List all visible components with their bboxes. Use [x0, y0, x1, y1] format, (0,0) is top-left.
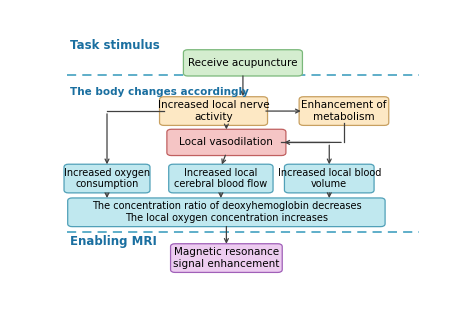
Text: Enabling MRI: Enabling MRI — [70, 235, 157, 248]
Text: Increased local
cerebral blood flow: Increased local cerebral blood flow — [174, 168, 267, 189]
Text: Receive acupuncture: Receive acupuncture — [188, 58, 298, 68]
FancyBboxPatch shape — [284, 164, 374, 193]
Text: Enhancement of
metabolism: Enhancement of metabolism — [301, 100, 387, 122]
FancyBboxPatch shape — [160, 97, 267, 126]
FancyBboxPatch shape — [167, 129, 286, 156]
Text: Increased local blood
volume: Increased local blood volume — [278, 168, 381, 189]
FancyBboxPatch shape — [171, 244, 282, 272]
Text: Increased local nerve
activity: Increased local nerve activity — [158, 100, 269, 122]
Text: Local vasodilation: Local vasodilation — [180, 137, 273, 147]
Text: Increased oxygen
consumption: Increased oxygen consumption — [64, 168, 150, 189]
FancyBboxPatch shape — [64, 164, 150, 193]
FancyBboxPatch shape — [299, 97, 389, 126]
Text: The concentration ratio of deoxyhemoglobin decreases
The local oxygen concentrat: The concentration ratio of deoxyhemoglob… — [91, 202, 361, 223]
Text: The body changes accordingly: The body changes accordingly — [70, 87, 249, 97]
FancyBboxPatch shape — [169, 164, 273, 193]
Text: Task stimulus: Task stimulus — [70, 39, 160, 53]
FancyBboxPatch shape — [68, 198, 385, 227]
FancyBboxPatch shape — [183, 50, 302, 76]
Text: Magnetic resonance
signal enhancement: Magnetic resonance signal enhancement — [173, 247, 280, 269]
